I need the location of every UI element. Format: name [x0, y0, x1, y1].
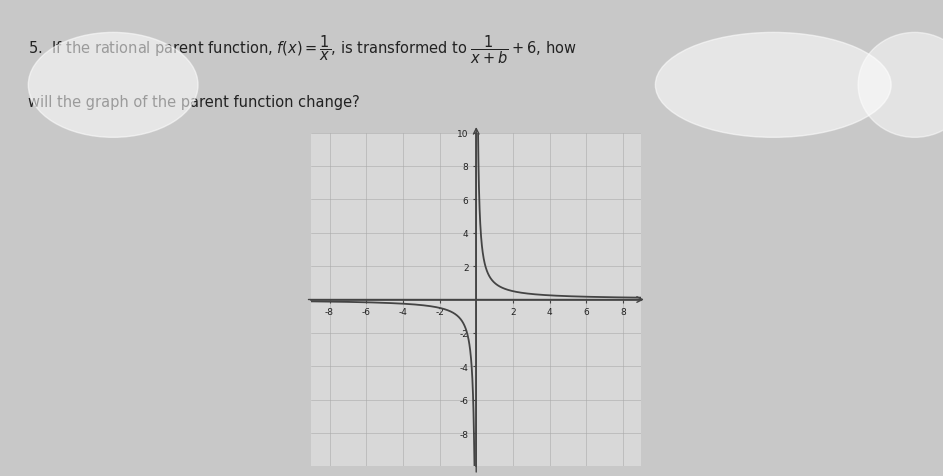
Text: will the graph of the parent function change?: will the graph of the parent function ch… [28, 95, 360, 110]
Text: 5.  If the rational parent function, $f(x)=\dfrac{1}{x}$, is transformed to $\df: 5. If the rational parent function, $f(x… [28, 33, 577, 66]
